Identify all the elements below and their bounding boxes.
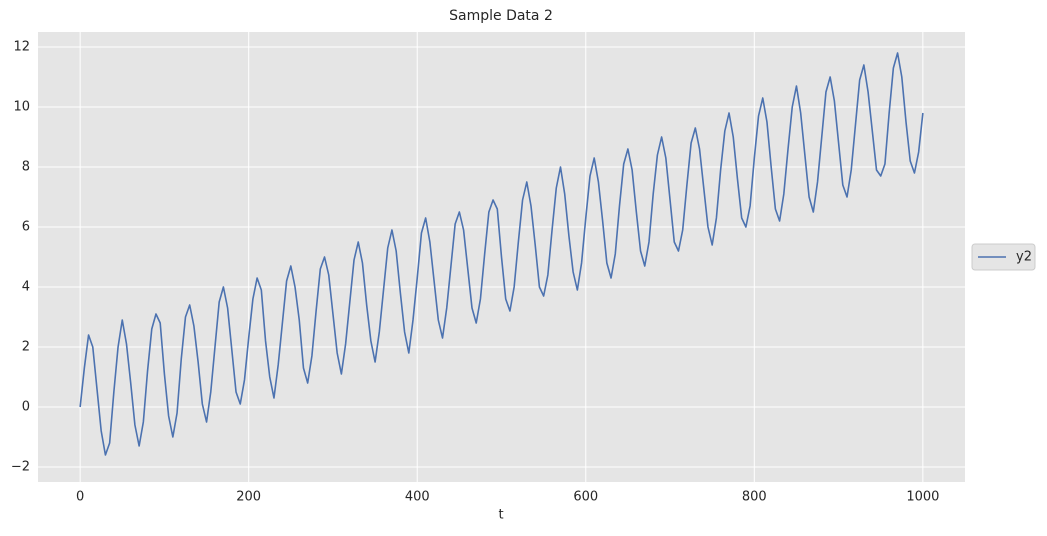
chart-title: Sample Data 2 xyxy=(449,8,553,24)
y-tick-label: 12 xyxy=(13,40,30,55)
y-tick-label: 6 xyxy=(22,220,30,235)
y-tick-label: 0 xyxy=(22,400,30,415)
marks xyxy=(79,52,924,456)
x-tick-label: 800 xyxy=(742,490,767,505)
y-tick-label: 2 xyxy=(22,340,30,355)
y-tick-label: −2 xyxy=(11,460,30,475)
x-tick-label: 200 xyxy=(236,490,261,505)
x-axis-label: t xyxy=(498,508,503,523)
data-line xyxy=(79,52,924,456)
y-tick-label: 10 xyxy=(13,100,30,115)
y-tick-label: 4 xyxy=(22,280,30,295)
x-tick-label: 0 xyxy=(76,490,84,505)
y-tick-label: 8 xyxy=(22,160,30,175)
x-tick-label: 600 xyxy=(573,490,598,505)
grid xyxy=(38,32,965,482)
x-tick-label: 400 xyxy=(405,490,430,505)
legend-label: y2 xyxy=(1016,250,1032,265)
x-tick-label: 1000 xyxy=(906,490,939,505)
